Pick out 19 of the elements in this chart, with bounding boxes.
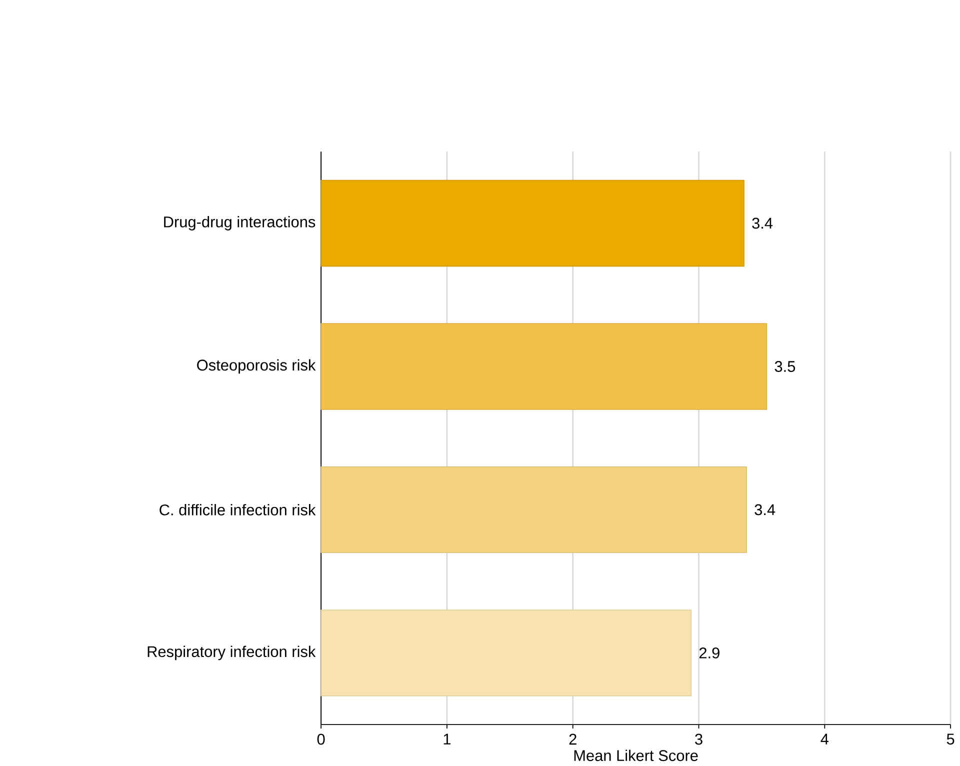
x-tick-label: 5 [946, 734, 954, 744]
bar [320, 610, 692, 696]
x-tick-label: 2 [569, 734, 576, 744]
x-tick-label: 4 [820, 734, 828, 744]
data-label: 2.9 [699, 647, 720, 658]
data-label: 3.4 [752, 218, 773, 229]
bar [320, 466, 747, 553]
bar [320, 180, 744, 266]
x-tick-label: 0 [317, 734, 325, 745]
x-axis-title: Mean Likert Score [574, 750, 698, 761]
data-label: 3.4 [754, 504, 776, 516]
y-tick-label: Drug-drug interactions [164, 216, 316, 230]
x-tick-label: 3 [695, 734, 702, 745]
data-label: 3.5 [774, 360, 796, 372]
bar [320, 323, 768, 410]
y-tick-label: Osteoporosis risk [197, 359, 316, 374]
x-tick-label: 1 [444, 734, 450, 744]
y-tick-label: Respiratory infection risk [148, 646, 316, 660]
y-tick-label: C. difficile infection risk [160, 504, 316, 516]
